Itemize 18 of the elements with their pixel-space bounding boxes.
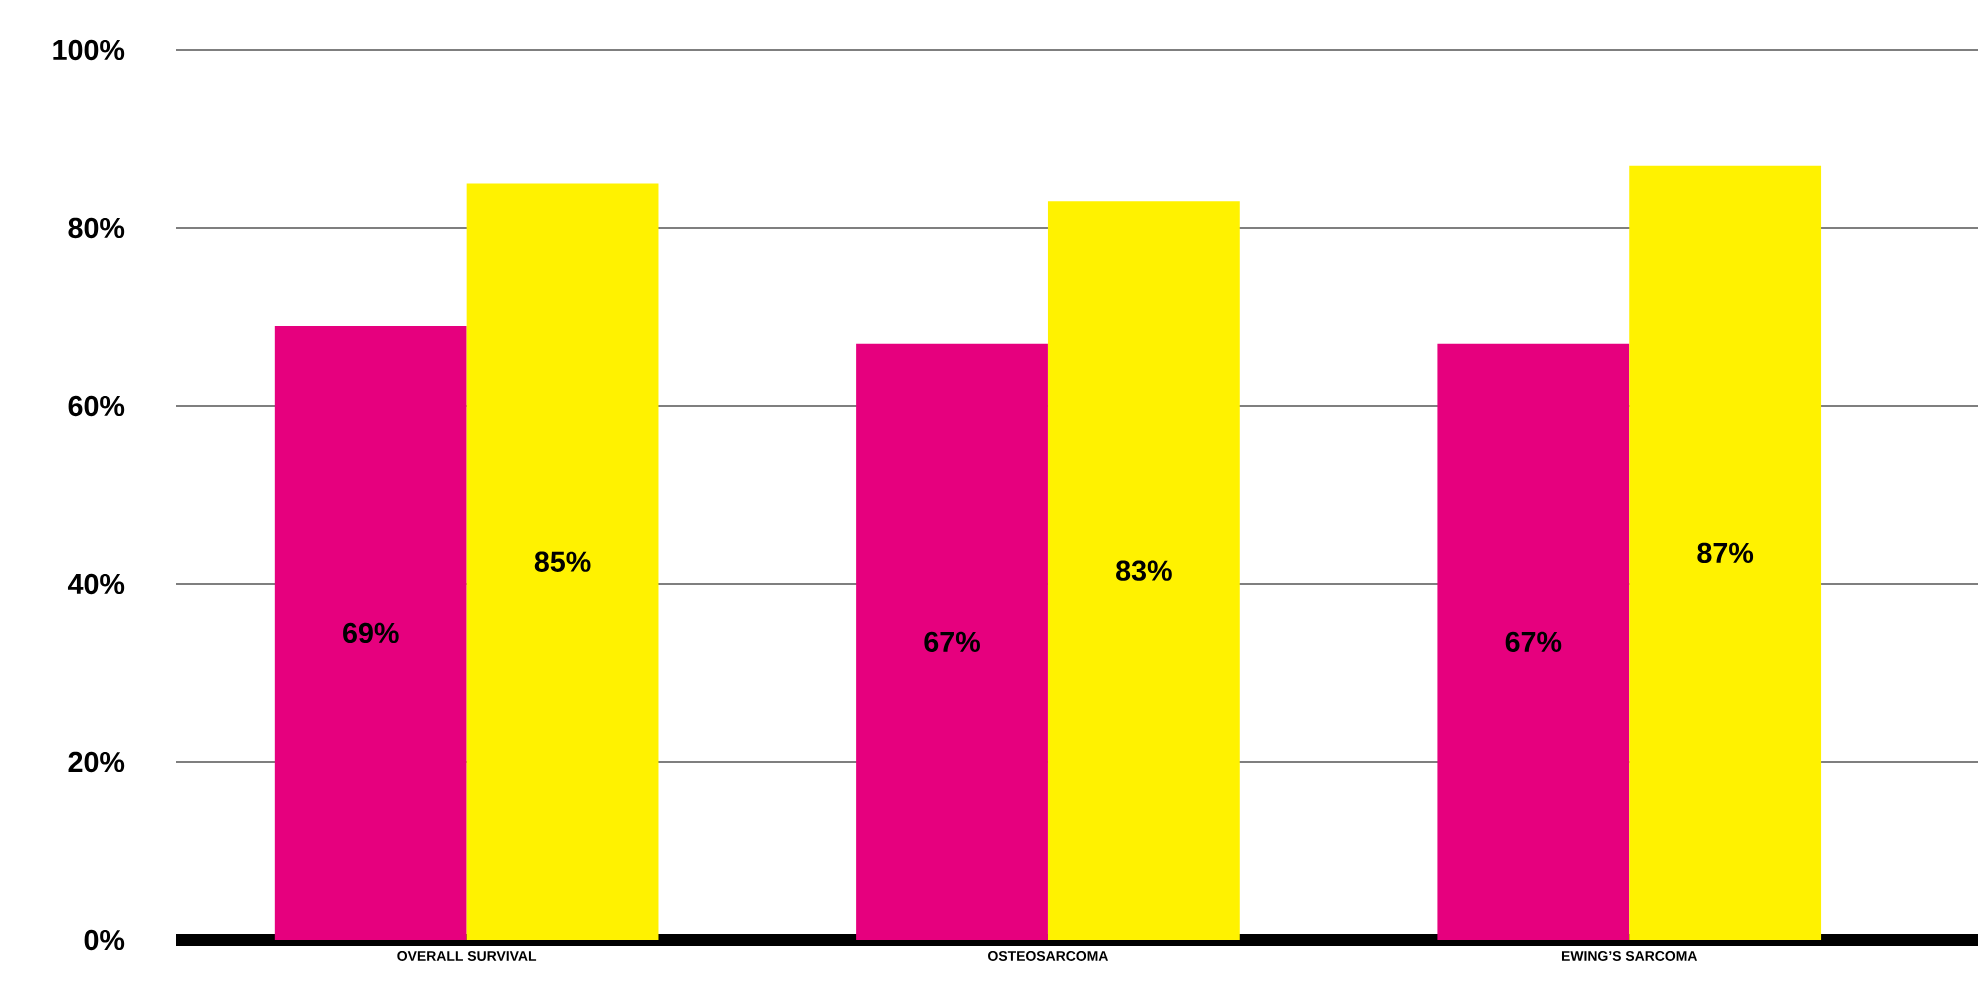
data-label: 83% (1116, 560, 1172, 581)
data-label: 87% (1697, 542, 1754, 564)
y-tick-label: 40% (67, 573, 125, 595)
data-label: 69% (343, 622, 399, 644)
bar (466, 183, 659, 940)
data-label: 67% (1505, 631, 1562, 653)
data-label: 67% (924, 631, 980, 653)
y-tick-label: 20% (68, 751, 125, 773)
bar (1047, 201, 1240, 940)
y-tick-label: 100% (53, 39, 125, 61)
y-tick-label: 0% (84, 929, 125, 951)
bar (1629, 165, 1822, 940)
bar (1437, 343, 1630, 940)
bar (856, 343, 1048, 940)
bar (274, 325, 467, 940)
y-tick-label: 60% (68, 395, 125, 417)
y-tick-label: 80% (68, 217, 125, 239)
data-label: 85% (534, 551, 591, 572)
